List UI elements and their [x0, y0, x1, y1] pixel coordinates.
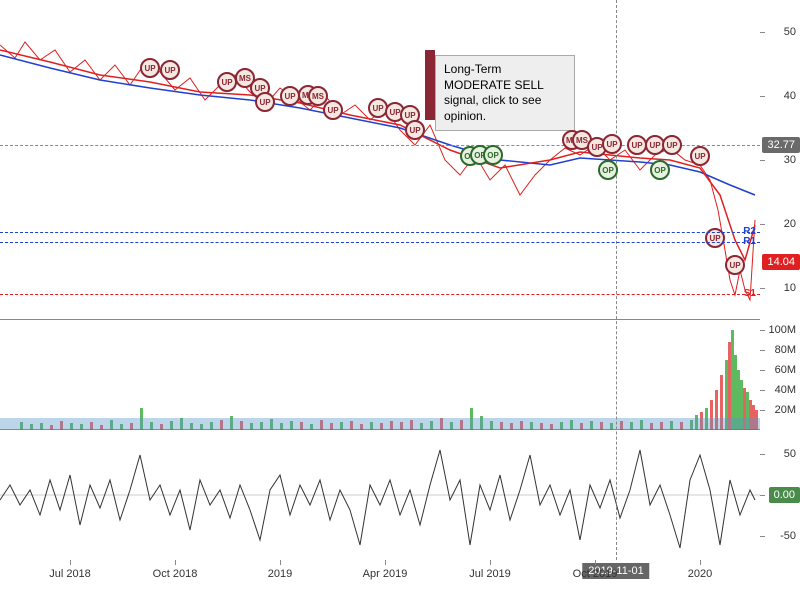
y-tick-label: 100M	[768, 324, 796, 336]
y-tick-label: 50	[784, 26, 796, 38]
y-tick-label: 20M	[775, 404, 796, 416]
x-tick-label: Oct 2018	[153, 568, 198, 580]
x-tick-label: Apr 2019	[363, 568, 408, 580]
chart-container: Long-Term MODERATE SELL signal, click to…	[0, 0, 800, 600]
x-tick-label: Jul 2018	[49, 568, 91, 580]
signal-marker-up[interactable]: UP	[662, 135, 682, 155]
volume-panel[interactable]	[0, 320, 760, 430]
x-axis: 2019-11-01 Jul 2018Oct 20182019Apr 2019J…	[0, 560, 760, 600]
signal-marker-op[interactable]: OP	[483, 145, 503, 165]
signal-marker-op[interactable]: OP	[598, 160, 618, 180]
signal-marker-up[interactable]: UP	[405, 120, 425, 140]
signal-marker-up[interactable]: UP	[725, 255, 745, 275]
y-tick-label: 60M	[775, 364, 796, 376]
price-panel[interactable]	[0, 0, 760, 320]
y-tick-label: 10	[784, 282, 796, 294]
sr-line-S1	[0, 294, 760, 295]
signal-marker-up[interactable]: UP	[627, 135, 647, 155]
price-line	[0, 42, 755, 300]
signal-marker-up[interactable]: UP	[140, 58, 160, 78]
oscillator-line	[0, 450, 755, 548]
y-tick-label: 20	[784, 218, 796, 230]
y-tick-label: 40	[784, 90, 796, 102]
signal-marker-up[interactable]: UP	[705, 228, 725, 248]
oscillator-panel[interactable]	[0, 430, 760, 560]
signal-marker-up[interactable]: UP	[323, 100, 343, 120]
signal-marker-up[interactable]: UP	[255, 92, 275, 112]
signal-marker-up[interactable]: UP	[602, 134, 622, 154]
x-tick-label: 2019	[268, 568, 292, 580]
ma-blue-line	[0, 55, 755, 195]
y-tick-label: 40M	[775, 384, 796, 396]
signal-marker-up[interactable]: UP	[160, 60, 180, 80]
crosshair-v	[616, 0, 617, 560]
price-badge: 0.00	[769, 487, 800, 503]
y-tick-label: -50	[780, 530, 796, 542]
tooltip-indicator-bar	[425, 50, 435, 120]
signal-marker-up[interactable]: UP	[280, 86, 300, 106]
price-badge: 14.04	[762, 254, 800, 270]
sr-line-R2	[0, 232, 760, 233]
y-tick-label: 30	[784, 154, 796, 166]
sr-label: S1	[744, 288, 756, 299]
x-tick-label: Oct 2019	[573, 568, 618, 580]
signal-marker-up[interactable]: UP	[217, 72, 237, 92]
price-badge: 32.77	[762, 137, 800, 153]
y-tick-label: 80M	[775, 344, 796, 356]
signal-marker-up[interactable]: UP	[690, 146, 710, 166]
sr-label: R1	[743, 236, 756, 247]
x-tick-label: 2020	[688, 568, 712, 580]
sr-line-R1	[0, 242, 760, 243]
signal-marker-op[interactable]: OP	[650, 160, 670, 180]
tooltip-text: Long-Term MODERATE SELL signal, click to…	[444, 62, 543, 123]
y-tick-label: 50	[784, 448, 796, 460]
signal-tooltip[interactable]: Long-Term MODERATE SELL signal, click to…	[435, 55, 575, 131]
x-tick-label: Jul 2019	[469, 568, 511, 580]
